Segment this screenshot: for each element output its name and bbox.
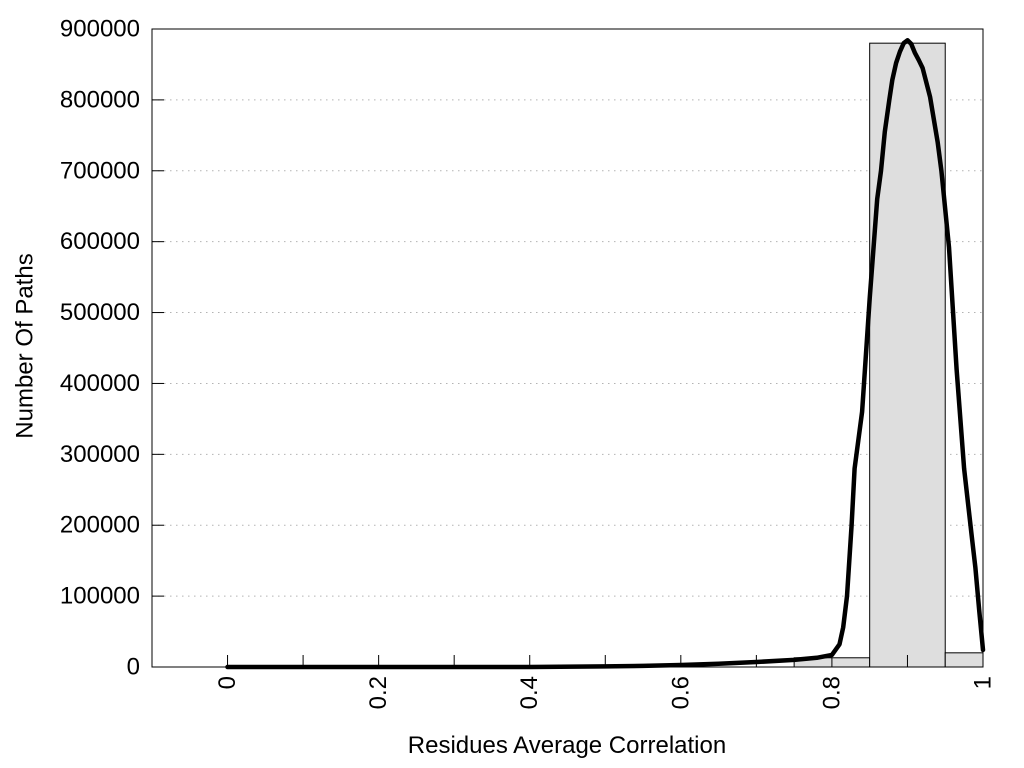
x-tick-label: 0	[214, 676, 241, 689]
x-tick-label: 1	[970, 676, 997, 689]
y-tick-label: 900000	[60, 16, 140, 43]
x-axis-title: Residues Average Correlation	[408, 732, 726, 759]
y-tick-label: 200000	[60, 512, 140, 539]
y-tick-label: 700000	[60, 157, 140, 184]
y-tick-label: 100000	[60, 583, 140, 610]
x-tick-label: 0.2	[365, 676, 392, 709]
y-tick-label: 800000	[60, 86, 140, 113]
y-tick-label: 300000	[60, 441, 140, 468]
x-tick-label: 0.8	[818, 676, 845, 709]
y-tick-label: 400000	[60, 370, 140, 397]
histogram-bar	[944, 652, 984, 668]
y-tick-label: 600000	[60, 228, 140, 255]
x-tick-label: 0.4	[516, 676, 543, 709]
y-tick-label: 0	[127, 654, 140, 681]
y-axis-title: Number Of Paths	[12, 253, 39, 438]
x-tick-label: 0.6	[667, 676, 694, 709]
y-tick-label: 500000	[60, 299, 140, 326]
histogram-bar	[869, 42, 946, 668]
plot-frame	[151, 28, 984, 668]
